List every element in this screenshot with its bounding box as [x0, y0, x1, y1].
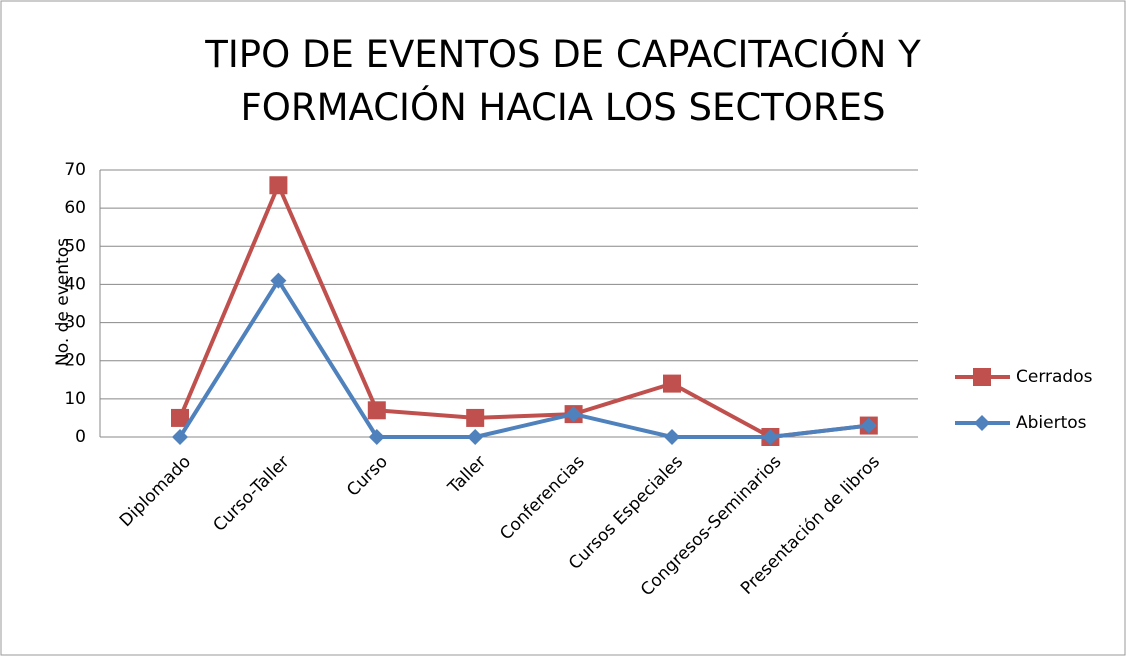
legend-label: Cerrados [1016, 367, 1093, 387]
legend-marker [973, 368, 991, 386]
marker [664, 429, 680, 445]
marker [368, 429, 385, 445]
y-axis-label: No. de eventos [53, 238, 73, 366]
legend-label: Abiertos [1016, 413, 1087, 433]
y-tick-label: 70 [64, 160, 86, 180]
x-tick-label: Taller [444, 452, 491, 499]
y-tick-label: 50 [64, 236, 86, 256]
marker [466, 408, 485, 427]
y-tick-label: 60 [64, 198, 86, 218]
legend-marker [974, 415, 990, 431]
x-tick-label: Curso [343, 452, 392, 501]
series-line [178, 278, 870, 439]
y-tick-label: 30 [64, 313, 86, 333]
x-tick-label: Diplomado [116, 452, 195, 531]
chart-title: TIPO DE EVENTOS DE CAPACITACIÓN Y FORMAC… [205, 33, 921, 129]
marker [565, 406, 582, 423]
marker [663, 374, 681, 393]
y-tick-label: 0 [75, 427, 86, 447]
marker [467, 429, 484, 445]
marker [762, 429, 779, 445]
marker [171, 408, 189, 427]
marker [270, 272, 287, 289]
marker [172, 429, 188, 445]
marker [269, 176, 288, 195]
series-line [178, 183, 870, 439]
y-tick-label: 20 [64, 351, 86, 371]
x-tick-label: Curso-Taller [210, 452, 294, 536]
marker [860, 417, 877, 434]
marker [367, 401, 386, 420]
x-tick-label: Conferencias [496, 452, 589, 545]
y-tick-label: 40 [64, 274, 86, 294]
y-tick-label: 10 [64, 389, 86, 409]
